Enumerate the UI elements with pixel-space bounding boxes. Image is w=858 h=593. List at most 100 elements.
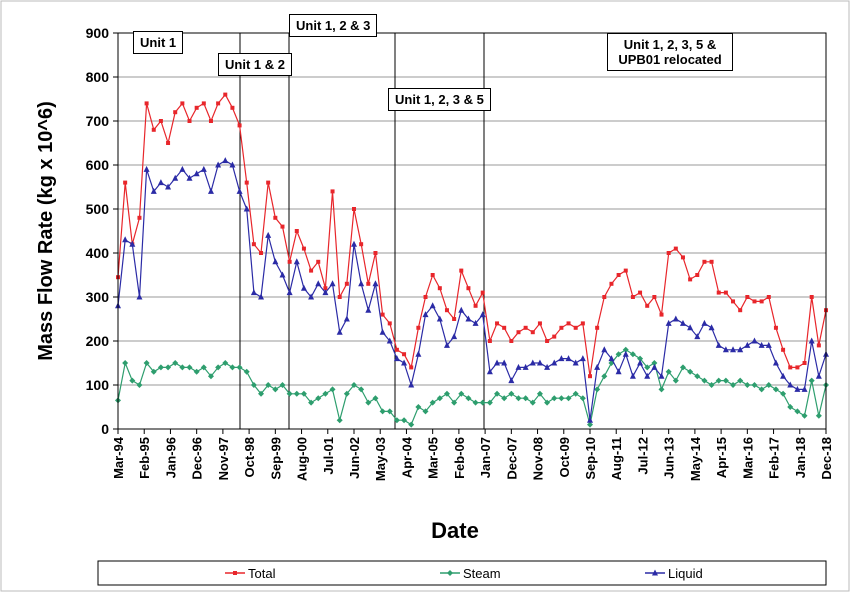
marker xyxy=(365,306,372,313)
marker xyxy=(416,325,421,330)
marker xyxy=(594,363,601,370)
marker xyxy=(430,273,435,277)
marker xyxy=(815,412,822,419)
marker xyxy=(300,390,307,397)
marker xyxy=(187,119,192,123)
marker xyxy=(595,325,600,330)
marker xyxy=(458,306,465,313)
marker xyxy=(451,399,458,406)
marker xyxy=(401,417,408,424)
marker xyxy=(652,295,657,299)
marker xyxy=(730,382,737,388)
x-tick-label: Nov-97 xyxy=(216,437,231,480)
x-tick-label: Dec-18 xyxy=(819,437,834,480)
marker xyxy=(501,359,508,366)
marker xyxy=(251,242,256,247)
marker xyxy=(772,359,779,366)
marker xyxy=(150,368,157,375)
marker xyxy=(665,319,672,326)
marker xyxy=(172,360,179,366)
marker xyxy=(738,308,743,313)
marker xyxy=(330,189,335,194)
marker xyxy=(522,395,529,402)
marker xyxy=(373,251,378,255)
marker xyxy=(716,290,721,295)
marker xyxy=(751,337,758,344)
x-tick-label: Jan-07 xyxy=(478,437,493,478)
marker xyxy=(273,215,278,220)
x-tick-label: Feb-17 xyxy=(767,437,782,479)
marker xyxy=(207,373,214,380)
marker xyxy=(622,346,629,353)
marker xyxy=(336,328,343,335)
marker xyxy=(293,390,300,397)
marker xyxy=(694,373,701,380)
marker xyxy=(529,359,536,366)
marker xyxy=(466,286,471,291)
marker xyxy=(229,161,236,168)
marker xyxy=(487,339,492,343)
marker xyxy=(486,368,493,375)
marker xyxy=(308,399,315,406)
marker xyxy=(379,408,386,415)
marker xyxy=(465,395,472,402)
marker xyxy=(579,355,586,362)
marker xyxy=(609,281,614,286)
marker xyxy=(622,350,629,357)
marker xyxy=(451,333,458,340)
marker xyxy=(745,295,750,299)
marker xyxy=(250,382,257,388)
marker xyxy=(123,180,128,185)
plot-series xyxy=(115,92,829,428)
marker xyxy=(737,377,744,384)
marker xyxy=(515,395,522,402)
marker xyxy=(808,337,815,344)
x-tick-label: Jun-13 xyxy=(662,437,677,479)
marker xyxy=(801,385,808,392)
marker xyxy=(744,382,751,388)
x-tick-label: Jan-96 xyxy=(163,437,178,478)
marker xyxy=(122,236,129,243)
y-tick-label: 200 xyxy=(86,333,110,349)
marker xyxy=(322,390,329,397)
marker xyxy=(536,390,543,397)
x-tick-label: Jan-18 xyxy=(793,437,808,478)
marker xyxy=(637,355,644,362)
marker xyxy=(122,360,129,366)
marker xyxy=(186,174,193,181)
marker xyxy=(722,346,729,353)
marker xyxy=(715,377,722,384)
marker xyxy=(144,101,149,106)
marker xyxy=(415,404,422,410)
marker xyxy=(279,271,286,278)
x-tick-label: Jul-12 xyxy=(635,437,650,475)
marker xyxy=(272,258,279,265)
marker xyxy=(672,377,679,384)
marker xyxy=(687,324,694,331)
plot-border xyxy=(117,32,827,430)
marker xyxy=(179,165,186,172)
marker xyxy=(615,351,622,358)
marker xyxy=(372,395,379,402)
marker xyxy=(337,295,342,299)
marker xyxy=(565,395,572,402)
marker xyxy=(551,359,558,366)
marker xyxy=(379,328,386,335)
marker xyxy=(207,187,214,194)
series-line xyxy=(117,93,827,377)
marker xyxy=(166,141,171,145)
marker xyxy=(708,324,715,331)
marker xyxy=(765,341,772,348)
marker xyxy=(758,386,765,393)
legend-label: Steam xyxy=(463,566,501,581)
marker xyxy=(422,311,429,318)
marker xyxy=(223,92,228,97)
marker xyxy=(759,299,764,304)
y-tick-label: 100 xyxy=(86,377,110,393)
marker xyxy=(559,325,564,330)
marker xyxy=(529,399,536,406)
marker xyxy=(394,347,399,352)
marker xyxy=(594,386,601,393)
marker xyxy=(709,259,714,264)
marker xyxy=(401,359,408,366)
